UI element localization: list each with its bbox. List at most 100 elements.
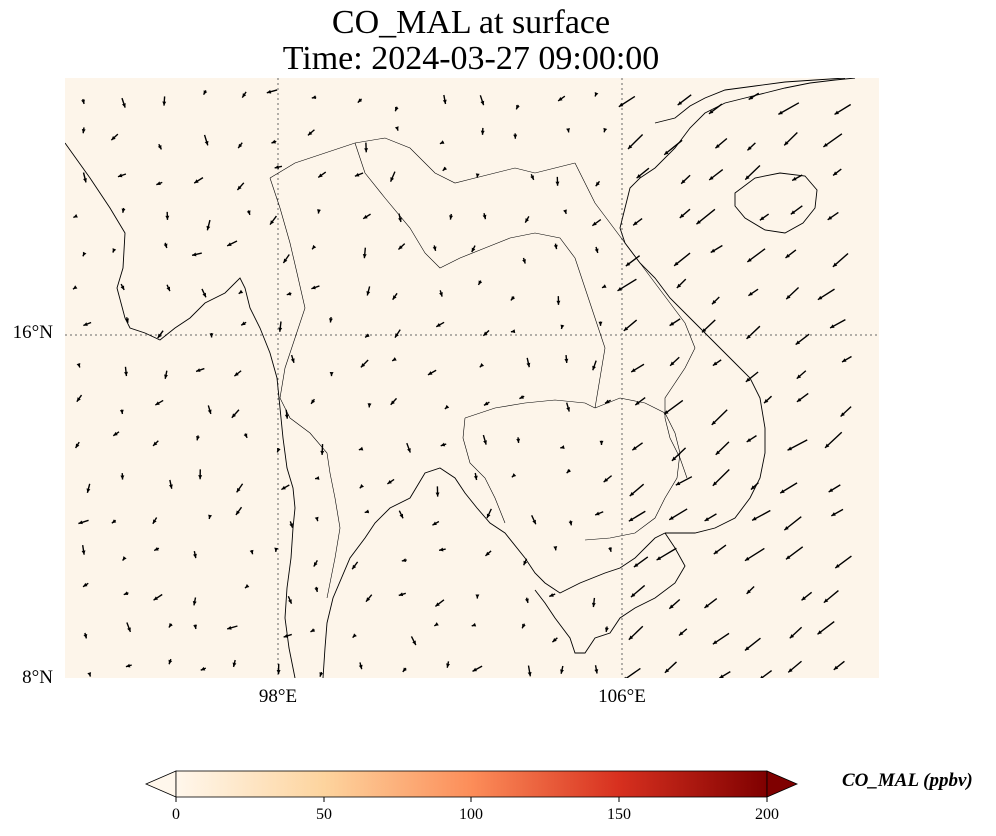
wind-arrow <box>76 394 83 403</box>
wind-arrow <box>362 213 371 220</box>
wind-arrow <box>284 409 289 419</box>
wind-arrow <box>608 547 612 552</box>
wind-arrow <box>668 508 688 521</box>
wind-arrow <box>566 128 570 133</box>
wind-arrow <box>236 483 244 493</box>
wind-arrow <box>119 409 124 415</box>
wind-arrow <box>166 284 171 292</box>
wind-arrow <box>274 165 283 169</box>
wind-arrow <box>311 244 317 250</box>
wind-arrow <box>358 446 364 451</box>
wind-arrow <box>112 248 117 253</box>
wind-arrow <box>111 519 117 524</box>
wind-arrow <box>360 359 369 368</box>
wind-arrow <box>473 472 478 481</box>
wind-arrow <box>246 210 251 216</box>
wind-arrow <box>86 483 91 494</box>
wind-arrow <box>785 546 804 560</box>
colorbar-extend-max <box>766 770 799 798</box>
wind-arrow <box>168 658 173 665</box>
wind-arrow <box>276 447 281 453</box>
wind-arrow <box>525 597 529 604</box>
wind-arrow <box>560 445 565 449</box>
wind-arrow <box>623 319 638 332</box>
coastline-mekong-delta <box>534 532 686 654</box>
wind-arrow <box>364 142 369 153</box>
wind-arrow <box>398 510 404 519</box>
lat-label-8n: 8°N <box>22 667 53 688</box>
wind-arrow <box>704 513 717 522</box>
wind-arrow <box>599 440 604 445</box>
wind-arrow <box>618 95 636 108</box>
wind-arrow <box>153 546 160 552</box>
wind-arrow <box>560 665 564 674</box>
wind-arrow <box>328 316 333 323</box>
wind-arrow <box>759 213 770 221</box>
wind-arrow <box>394 329 401 339</box>
wind-arrow <box>634 397 646 406</box>
wind-arrow <box>394 126 399 131</box>
wind-arrow <box>712 469 730 487</box>
wind-arrow <box>711 296 720 305</box>
wind-arrow <box>125 663 132 668</box>
wind-arrow <box>708 168 724 181</box>
wind-arrow <box>834 103 852 116</box>
wind-arrow <box>243 433 248 439</box>
wind-arrow <box>563 209 567 215</box>
wind-arrow <box>390 397 398 406</box>
wind-arrow <box>435 321 445 328</box>
wind-arrow <box>126 622 132 633</box>
wind-arrow <box>319 671 324 677</box>
wind-arrow <box>76 362 81 368</box>
wind-arrow <box>669 356 680 367</box>
wind-arrow <box>354 172 364 177</box>
wind-arrow <box>521 623 526 629</box>
wind-arrow <box>244 584 250 589</box>
wind-arrow <box>630 584 646 598</box>
wind-arrow <box>317 209 321 214</box>
map-panel <box>65 78 879 678</box>
wind-arrow <box>83 321 92 327</box>
lon-label-106e: 106°E <box>598 686 646 707</box>
wind-arrow <box>206 219 211 231</box>
wind-arrow <box>783 516 802 531</box>
border-cambodia-vietnam <box>584 397 681 541</box>
wind-arrow <box>516 437 521 443</box>
wind-arrow <box>438 547 446 552</box>
concentration-field <box>65 78 879 678</box>
wind-arrow <box>203 134 209 146</box>
wind-arrow <box>82 582 89 588</box>
wind-arrow <box>555 176 560 186</box>
wind-arrow <box>763 395 773 404</box>
wind-arrow <box>625 255 641 267</box>
wind-arrow <box>152 517 158 525</box>
wind-arrow <box>434 599 445 607</box>
wind-arrow <box>712 632 730 645</box>
wind-arrow <box>551 637 558 643</box>
wind-arrow <box>366 286 371 296</box>
wind-arrow <box>553 546 558 551</box>
wind-arrow <box>432 520 440 526</box>
wind-arrow <box>123 591 129 596</box>
wind-arrow <box>117 173 127 178</box>
wind-arrow <box>557 95 566 102</box>
wind-arrow <box>832 252 849 268</box>
wind-arrow <box>362 247 367 259</box>
wind-arrow <box>201 288 207 298</box>
wind-arrow <box>708 103 723 115</box>
wind-arrow <box>442 94 447 105</box>
wind-arrow <box>391 357 397 362</box>
wind-arrow <box>78 519 89 525</box>
wind-arrow <box>510 329 516 334</box>
wind-arrow <box>787 660 802 673</box>
wind-arrow <box>566 468 571 474</box>
wind-arrow <box>446 661 450 668</box>
wind-arrow <box>125 317 129 323</box>
wind-arrow <box>269 215 277 226</box>
wind-arrow <box>715 441 730 456</box>
wind-arrow <box>710 244 723 254</box>
colorbar-tick-200: 200 <box>755 806 779 823</box>
wind-arrow <box>746 248 766 263</box>
wind-arrow <box>669 318 681 327</box>
wind-arrow <box>367 403 372 408</box>
